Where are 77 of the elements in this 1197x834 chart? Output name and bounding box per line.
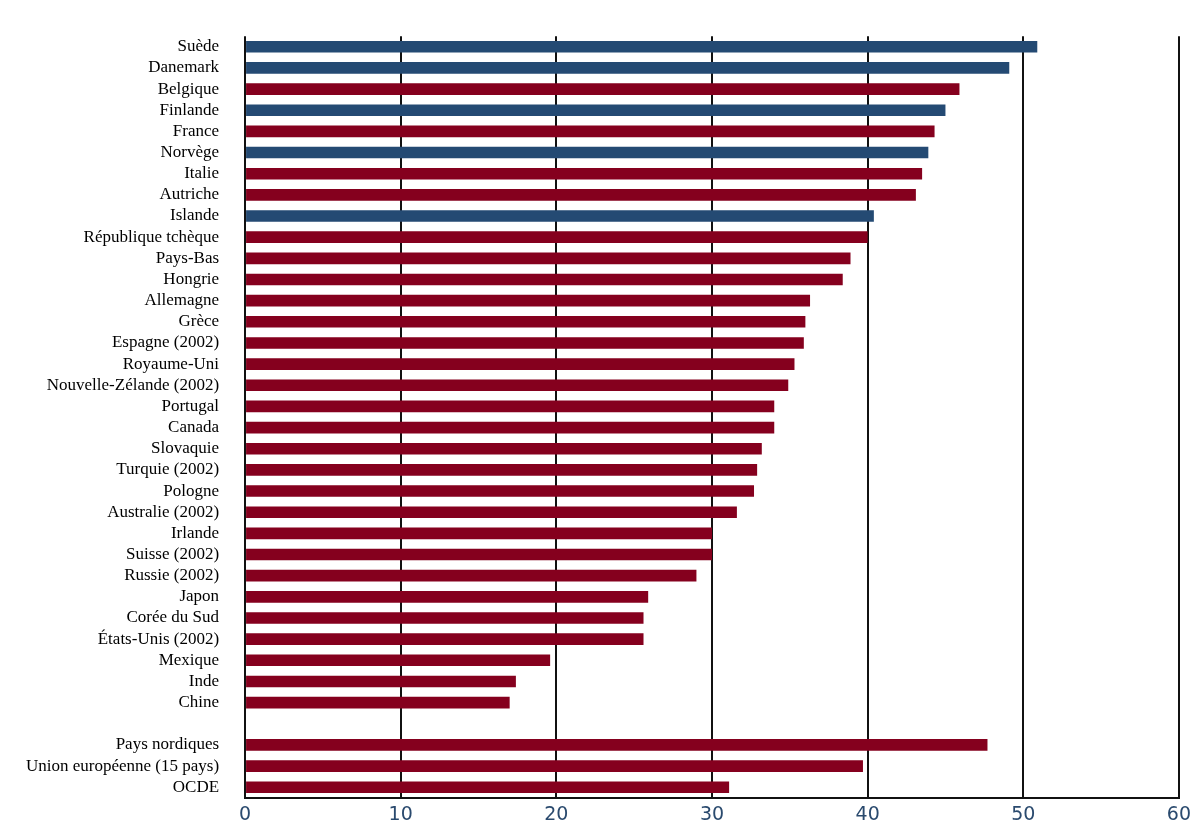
y-tick-label: Grèce [178, 311, 220, 331]
bar [246, 83, 960, 95]
x-tick-label: 60 [1166, 802, 1192, 825]
bar [246, 358, 795, 370]
y-tick-label: Mexique [158, 649, 220, 669]
bar [246, 379, 789, 392]
bar [246, 569, 697, 582]
bar [246, 189, 916, 201]
bar [246, 442, 762, 455]
bar [246, 125, 935, 138]
y-tick-label: Pays nordiques [115, 734, 220, 754]
y-tick-label: Espagne (2002) [111, 332, 220, 352]
x-tick-label: 50 [1011, 802, 1036, 825]
y-tick-label: Irlande [170, 522, 220, 542]
bar [246, 421, 775, 434]
x-tick-label: 20 [544, 802, 569, 825]
y-tick-label: Pays-Bas [155, 247, 220, 267]
bar [246, 675, 516, 688]
y-tick-label: France [172, 120, 220, 140]
x-tick-label: 0 [239, 802, 252, 825]
y-tick-label: Belgique [157, 78, 220, 98]
y-tick-label: Norvège [160, 142, 220, 162]
bar [246, 231, 868, 243]
y-tick-label: Russie (2002) [124, 565, 220, 585]
x-tick-label: 30 [699, 802, 725, 825]
y-tick-label: République tchèque [83, 226, 220, 246]
y-tick-label: Finlande [159, 99, 220, 119]
x-tick-label: 10 [388, 802, 413, 825]
y-tick-label: Australie (2002) [107, 501, 220, 521]
y-tick-label: Canada [168, 417, 220, 437]
bar [246, 781, 730, 794]
bar [246, 294, 811, 307]
y-tick-label: OCDE [172, 776, 220, 796]
y-tick-label: Danemark [148, 57, 220, 77]
bar [246, 506, 737, 519]
y-tick-label: Pologne [163, 480, 220, 500]
y-tick-label: Royaume-Uni [122, 353, 220, 373]
y-tick-label: Turquie (2002) [116, 459, 220, 479]
bar [246, 337, 804, 349]
bar [246, 273, 843, 286]
bar [246, 527, 712, 540]
bar [246, 612, 644, 624]
y-tick-label: Slovaquie [151, 438, 220, 458]
x-tick-label: 40 [855, 802, 880, 825]
y-tick-label: Union européenne (15 pays) [26, 755, 220, 775]
bar [246, 485, 755, 497]
bar [246, 167, 923, 180]
y-tick-label: Suisse (2002) [126, 543, 220, 563]
bar [246, 696, 510, 709]
y-tick-label: Chine [178, 692, 220, 712]
bar [246, 62, 1010, 74]
y-tick-label: Japon [179, 586, 220, 606]
y-tick-label: Hongrie [163, 268, 220, 288]
y-tick-label: États-Unis (2002) [97, 628, 220, 648]
bar [246, 739, 988, 751]
bar [246, 633, 644, 645]
y-tick-label: Corée du Sud [126, 607, 220, 627]
y-tick-label: Portugal [161, 395, 220, 415]
bar [246, 315, 806, 328]
bar [246, 464, 758, 476]
bar [246, 400, 775, 413]
bar [246, 654, 551, 667]
y-tick-label: Italie [184, 163, 220, 183]
bar [246, 591, 649, 603]
y-tick-label: Suède [177, 36, 220, 56]
bar [246, 252, 851, 265]
y-tick-label: Islande [169, 205, 220, 225]
bar [246, 104, 946, 117]
bar [246, 146, 929, 159]
bar [246, 210, 874, 222]
y-tick-label: Allemagne [144, 290, 220, 310]
bar [246, 760, 863, 772]
y-tick-label: Autriche [159, 184, 220, 204]
bar [246, 40, 1038, 53]
y-tick-label: Nouvelle-Zélande (2002) [46, 374, 220, 394]
bar [246, 548, 712, 561]
y-tick-label: Inde [188, 670, 220, 690]
